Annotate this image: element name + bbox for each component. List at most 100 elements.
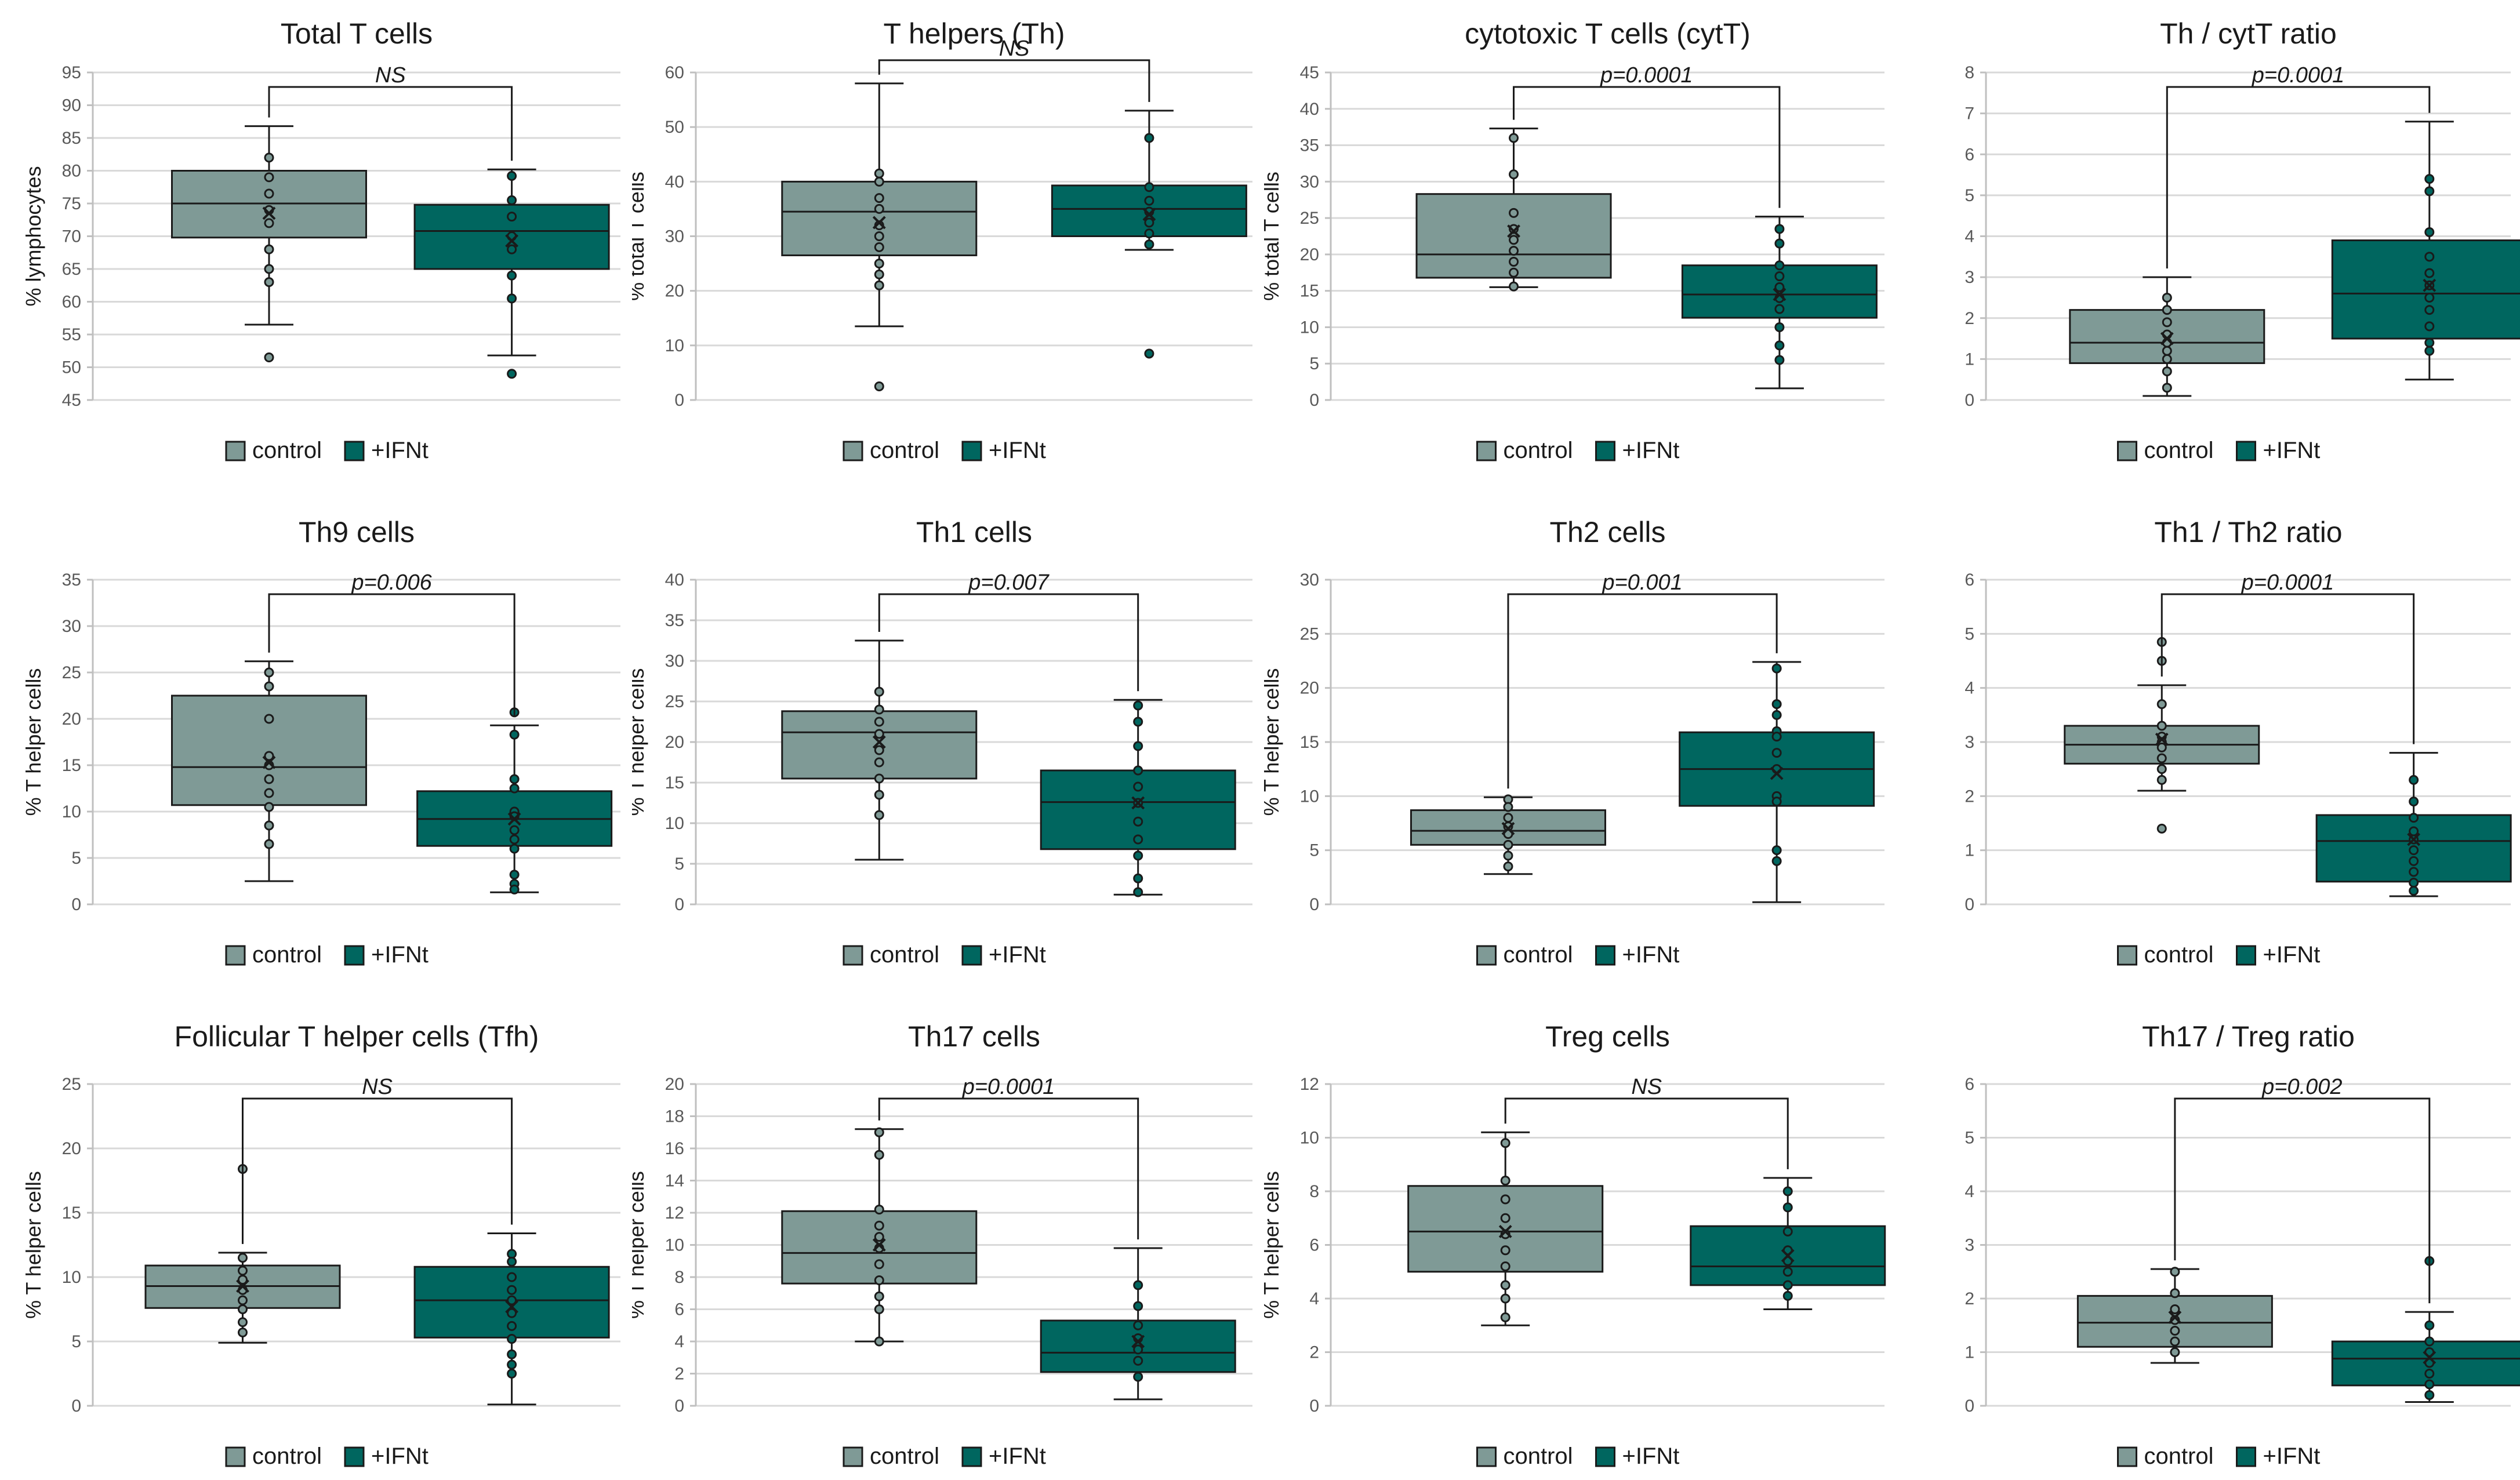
legend-swatch-ifnt xyxy=(961,441,982,461)
significance-bracket xyxy=(878,1097,1139,1240)
chart-panel: Treg cells 0 2 4 6 8 10 12 % T helper cells NS con… xyxy=(1264,1020,1886,1469)
data-point xyxy=(509,870,520,880)
data-point xyxy=(874,729,884,739)
data-point xyxy=(238,1317,248,1328)
data-point xyxy=(507,369,517,379)
data-point xyxy=(1509,208,1519,218)
data-point xyxy=(1500,1312,1510,1322)
chart-title: Th1 / Th2 ratio xyxy=(2154,516,2342,548)
data-point xyxy=(264,352,274,363)
data-point xyxy=(264,751,274,761)
data-point xyxy=(2170,1304,2180,1314)
significance-bracket xyxy=(268,593,515,717)
y-tick-label: 15 xyxy=(62,756,81,775)
mean-marker xyxy=(2155,732,2169,746)
chart-panel: T helpers (Th) 0 10 20 30 40 50 60 % total T cel… xyxy=(632,17,1252,463)
data-point xyxy=(1503,802,1513,812)
y-axis-label: % lymphocytes xyxy=(21,166,45,306)
y-tick-label: 40 xyxy=(1300,100,1319,119)
legend-label-control: control xyxy=(870,942,939,968)
data-point xyxy=(2424,1320,2435,1330)
data-point xyxy=(1133,1280,1143,1290)
y-tick-label: 15 xyxy=(1300,733,1319,752)
data-point xyxy=(1771,699,1782,710)
data-point xyxy=(2156,764,2167,774)
legend-swatch-control xyxy=(225,1446,246,1467)
y-axis-label: % T helper cells xyxy=(21,1171,45,1319)
y-tick-label: 10 xyxy=(1300,1129,1319,1148)
y-tick-label: 0 xyxy=(1309,391,1319,410)
data-point xyxy=(1509,133,1519,143)
mean-marker xyxy=(2423,278,2437,292)
mean-marker xyxy=(1131,796,1145,810)
data-point xyxy=(1509,235,1519,245)
data-point xyxy=(2409,845,2419,856)
data-point xyxy=(2424,346,2435,356)
mean-marker xyxy=(1131,1334,1145,1348)
legend-label-control: control xyxy=(1504,438,1573,463)
data-point xyxy=(1503,850,1513,861)
data-point xyxy=(1500,1293,1510,1304)
data-point xyxy=(2170,1267,2180,1277)
data-point xyxy=(2409,878,2419,888)
data-point xyxy=(874,269,884,279)
mean-marker xyxy=(872,735,886,749)
data-point xyxy=(238,1266,248,1276)
legend-label-control: control xyxy=(870,1443,939,1469)
significance-bracket xyxy=(1504,1097,1789,1169)
data-point xyxy=(2162,383,2172,393)
mean-marker xyxy=(262,206,276,220)
data-point xyxy=(1782,1226,1793,1237)
y-tick-label: 0 xyxy=(1965,1397,1974,1416)
data-point xyxy=(1771,663,1782,674)
y-tick-label: 5 xyxy=(1965,624,1974,643)
data-point xyxy=(1133,1355,1143,1366)
legend-label-ifnt: +IFNt xyxy=(989,1443,1046,1469)
legend-label-control: control xyxy=(870,438,939,463)
y-tick-label: 2 xyxy=(1965,1289,1974,1308)
chart-title: Total T cells xyxy=(281,17,433,50)
data-point xyxy=(2424,186,2435,197)
legend-swatch-control xyxy=(843,441,863,461)
data-point xyxy=(509,783,520,794)
data-point xyxy=(1771,797,1782,807)
data-point xyxy=(1771,732,1782,742)
y-tick-label: 20 xyxy=(1300,679,1319,698)
mean-marker xyxy=(2423,1351,2437,1365)
data-point xyxy=(2409,826,2419,837)
y-tick-label: 35 xyxy=(1300,136,1319,155)
data-point xyxy=(1774,271,1785,282)
data-point xyxy=(238,1295,248,1306)
legend-swatch-ifnt xyxy=(1595,1446,1615,1467)
data-point xyxy=(1509,281,1519,292)
legend-swatch-control xyxy=(1476,441,1497,461)
data-point xyxy=(1133,873,1143,883)
y-tick-label: 65 xyxy=(62,260,81,279)
y-tick-label: 25 xyxy=(62,1075,81,1094)
data-point xyxy=(1144,195,1154,206)
y-tick-label: 20 xyxy=(1300,245,1319,264)
data-point xyxy=(1133,1320,1143,1330)
legend-swatch-ifnt xyxy=(2236,945,2256,966)
data-point xyxy=(1774,282,1785,292)
mean-marker xyxy=(1142,208,1156,221)
data-point xyxy=(1509,267,1519,278)
legend-swatch-ifnt xyxy=(344,945,365,966)
chart-panel: Total T cells 45 50 55 60 65 70 75 80 85 90 95 % lym… xyxy=(21,17,620,463)
data-point xyxy=(2162,354,2172,364)
data-point xyxy=(874,1220,884,1231)
y-tick-label: 0 xyxy=(71,1397,81,1416)
legend-swatch-ifnt xyxy=(1595,945,1615,966)
data-point xyxy=(264,681,274,692)
y-tick-label: 50 xyxy=(62,358,81,377)
mean-marker xyxy=(507,812,521,826)
chart-title: Th2 cells xyxy=(1549,516,1665,548)
data-point xyxy=(1771,748,1782,758)
data-point xyxy=(1774,355,1785,365)
legend-label-control: control xyxy=(2144,942,2214,968)
data-point xyxy=(264,774,274,784)
data-point xyxy=(507,1308,517,1318)
legend-label-control: control xyxy=(252,438,322,463)
y-tick-label: 6 xyxy=(1309,1236,1319,1255)
y-tick-label: 25 xyxy=(665,692,684,711)
